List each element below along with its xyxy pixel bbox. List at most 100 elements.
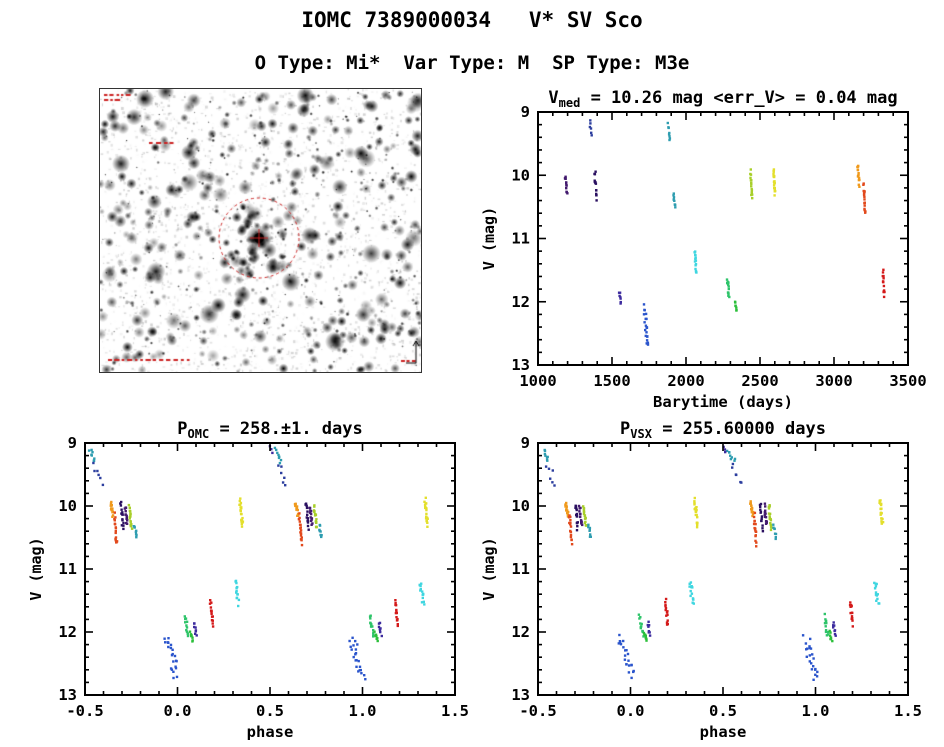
data-point [850, 605, 853, 608]
y-axis-label: V (mag) [480, 537, 498, 600]
data-point [354, 639, 357, 643]
data-point [850, 615, 854, 618]
data-point [834, 634, 837, 637]
phase_omc-labels: -0.5 0.0 0.5 1.0 1.5 9 10 11 12 13 phase V (mag) [27, 434, 469, 741]
lightcurve-plot: 1000 1500 2000 2500 3000 3500 9 10 11 12 13 Barytim… [480, 88, 927, 411]
data-point [298, 520, 301, 523]
data-point [882, 295, 886, 299]
x-tick-label: 2500 [741, 372, 778, 390]
data-point [420, 601, 424, 604]
data-point [281, 481, 285, 484]
data-point [185, 629, 188, 632]
y-tick-label: 11 [58, 560, 77, 578]
data-point [642, 303, 646, 306]
data-point [354, 648, 358, 651]
data-point [754, 534, 757, 537]
data-point [421, 590, 424, 593]
data-point [121, 519, 124, 522]
data-point [395, 616, 398, 619]
data-point [544, 465, 548, 468]
data-point [185, 620, 189, 623]
y-tick-label: 9 [521, 434, 530, 452]
data-point [863, 208, 866, 212]
data-point [110, 507, 113, 510]
data-point [565, 184, 568, 187]
data-point [574, 505, 578, 508]
data-point [315, 521, 318, 524]
data-point [283, 476, 286, 479]
data-point [310, 517, 314, 520]
data-point [125, 522, 129, 525]
data-point [576, 521, 579, 524]
data-point [169, 646, 173, 650]
data-point [129, 512, 132, 515]
data-point [360, 672, 363, 675]
data-point [863, 198, 866, 201]
data-point [768, 505, 771, 508]
phase_vsx-title: PVSX = 255.60000 days [620, 419, 826, 441]
data-point [171, 652, 174, 656]
data-point [772, 184, 776, 187]
data-point [694, 253, 697, 257]
data-point [575, 515, 578, 518]
data-point [728, 295, 731, 299]
data-point [878, 499, 881, 502]
data-point [805, 648, 808, 651]
data-point [749, 172, 752, 176]
data-point [772, 523, 775, 526]
data-point [378, 621, 382, 625]
data-point [306, 513, 309, 516]
data-point [751, 197, 754, 200]
data-point [120, 500, 123, 504]
data-point [299, 534, 303, 537]
data-point [725, 449, 729, 453]
data-point [752, 510, 755, 514]
data-point [857, 176, 861, 180]
data-point [305, 504, 308, 507]
data-point [124, 510, 127, 513]
data-point [833, 629, 837, 632]
data-point [114, 516, 117, 519]
data-point [184, 617, 187, 621]
data-point [862, 182, 865, 185]
data-point [693, 501, 696, 505]
data-point [851, 625, 854, 628]
data-point [271, 451, 274, 455]
data-point [240, 506, 243, 509]
data-point [768, 515, 771, 518]
data-point [236, 593, 239, 596]
data-point [419, 589, 422, 592]
data-point [129, 525, 132, 528]
data-point [582, 505, 585, 508]
data-point [750, 189, 754, 192]
data-point [299, 526, 302, 529]
y-tick-label: 10 [511, 497, 530, 515]
data-point [801, 634, 805, 637]
data-point [87, 449, 91, 452]
data-point [424, 517, 428, 520]
data-point [583, 514, 586, 518]
data-point [880, 517, 883, 520]
data-point [723, 448, 727, 451]
phase_omc-data-points [87, 445, 429, 681]
data-point [643, 321, 646, 324]
phase_vsx-plot: -0.5 0.0 0.5 1.0 1.5 9 10 11 12 13 phase V (mag) PVS… [480, 419, 922, 741]
data-point [355, 665, 358, 668]
data-point [760, 517, 763, 520]
phase_vsx-labels: -0.5 0.0 0.5 1.0 1.5 9 10 11 12 13 phase V (mag) [480, 434, 922, 741]
data-point [808, 654, 811, 657]
data-point [298, 516, 301, 520]
data-point [728, 451, 731, 454]
data-point [129, 515, 132, 518]
data-point [647, 620, 650, 623]
data-point [752, 522, 756, 526]
data-point [354, 653, 357, 656]
data-point [646, 623, 649, 627]
data-point [113, 523, 117, 526]
y-tick-label: 12 [511, 623, 530, 641]
data-point [637, 613, 641, 616]
data-point [824, 629, 828, 632]
data-point [371, 625, 374, 628]
data-point [726, 291, 730, 294]
data-point [664, 605, 667, 608]
